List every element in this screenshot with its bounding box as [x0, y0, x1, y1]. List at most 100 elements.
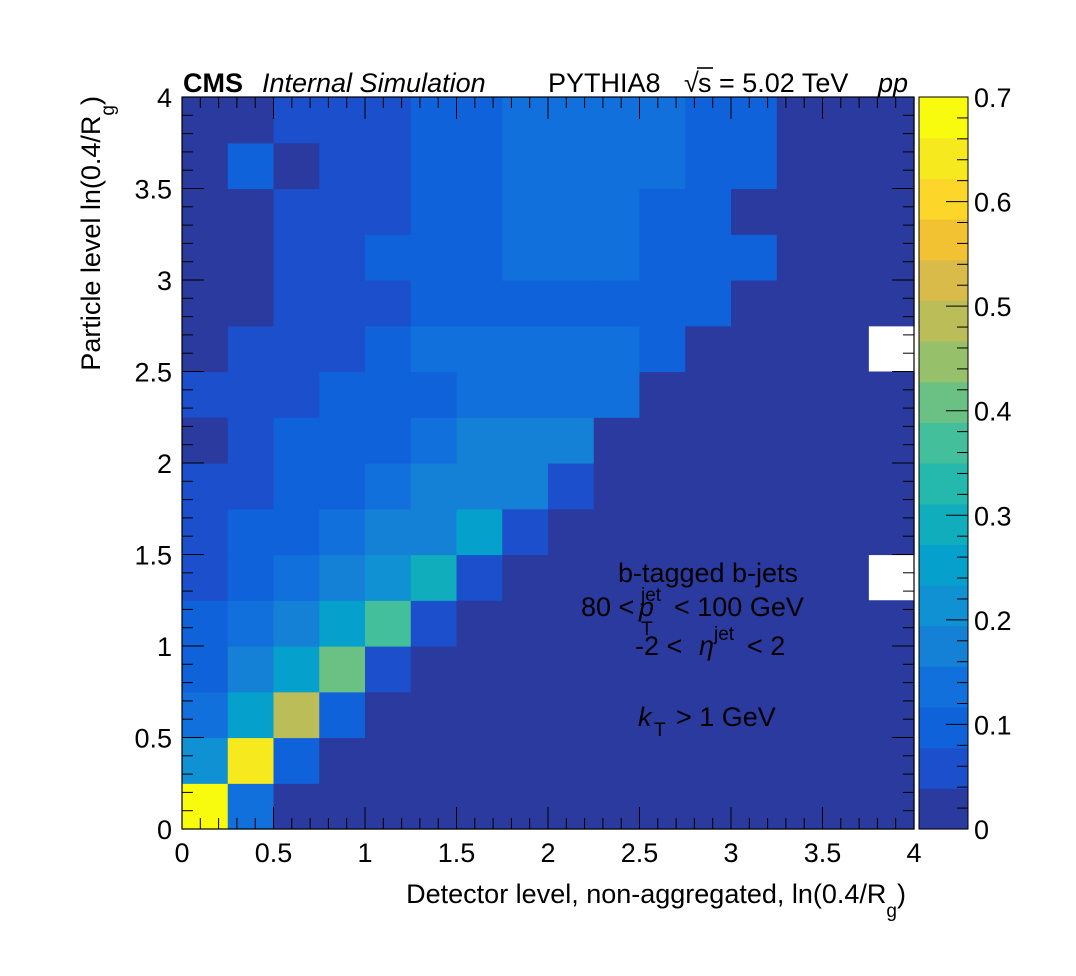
- heatmap-cell: [639, 554, 686, 601]
- colorbar: [918, 96, 969, 830]
- heatmap-cell: [365, 691, 412, 739]
- heatmap-cell: [502, 280, 549, 327]
- heatmap-cell: [593, 142, 641, 190]
- heatmap-cell: [776, 417, 824, 464]
- heatmap-cell: [319, 463, 366, 510]
- heatmap-cell: [227, 691, 275, 739]
- heatmap-cell: [685, 646, 732, 693]
- y-tick-label: 2: [157, 449, 172, 479]
- heatmap-cell: [365, 280, 412, 327]
- heatmap-cell: [365, 646, 412, 693]
- heatmap-cell: [182, 417, 229, 464]
- heatmap-cell: [822, 188, 869, 235]
- heatmap-cell: [182, 325, 229, 373]
- heatmap-cell: [365, 600, 412, 647]
- heatmap-cell: [456, 417, 503, 464]
- heatmap-cell: [319, 280, 366, 327]
- heatmap-cell: [548, 783, 595, 830]
- sqrt-s-var: s: [698, 68, 712, 98]
- heatmap-cell: [685, 508, 732, 556]
- z-tick-label: 0.5: [974, 292, 1012, 322]
- heatmap-cell: [822, 691, 869, 739]
- heatmap-cell: [227, 463, 275, 510]
- colorbar-band: [919, 178, 968, 220]
- heatmap-cell: [593, 737, 641, 784]
- heatmap-cell: [410, 280, 458, 327]
- x-axis-title-sub: g: [886, 901, 897, 922]
- eta-cut-left: -2 <: [635, 631, 682, 661]
- heatmap-cell: [731, 508, 778, 556]
- heatmap-cell: [502, 325, 549, 373]
- heatmap-cell: [273, 280, 320, 327]
- heatmap-cell: [776, 280, 824, 327]
- energy-label: = 5.02 TeV: [719, 68, 848, 98]
- heatmap-cell: [227, 508, 275, 556]
- heatmap-cell: [410, 600, 458, 647]
- heatmap-cell: [548, 463, 595, 510]
- heatmap-cell: [365, 325, 412, 373]
- heatmap-cell: [273, 463, 320, 510]
- svg-text:Detector level, non-aggregated: Detector level, non-aggregated, ln(0.4/R…: [406, 879, 906, 922]
- heatmap-cell: [502, 463, 549, 510]
- heatmap-cell: [273, 97, 320, 144]
- heatmap-cell: [227, 188, 275, 235]
- colorbar-band: [919, 381, 968, 423]
- heatmap-cell: [639, 97, 686, 144]
- x-axis-title-main: Detector level, non-aggregated, ln(0.4/R: [406, 879, 886, 909]
- heatmap-cell: [593, 463, 641, 510]
- heatmap-cell: [685, 783, 732, 830]
- heatmap-cell: [776, 234, 824, 281]
- heatmap-cell: [776, 97, 824, 144]
- colorbar-band: [919, 300, 968, 342]
- heatmap-cell: [410, 508, 458, 556]
- colorbar-band: [919, 625, 968, 667]
- heatmap-cell: [639, 234, 686, 281]
- heatmap-cell: [685, 325, 732, 373]
- heatmap-cell: [776, 646, 824, 693]
- heatmap-cell: [410, 188, 458, 235]
- sample-label: b-tagged b-jets: [618, 558, 798, 588]
- heatmap-cell: [822, 371, 869, 418]
- heatmap-cell: [685, 142, 732, 190]
- pt-cut-label: 80 < p jet T < 100 GeV: [581, 585, 804, 640]
- heatmap-cell: [776, 371, 824, 418]
- heatmap-cell: [273, 554, 320, 601]
- y-axis-title: Particle level ln(0.4/Rg): [76, 96, 119, 371]
- heatmap-cell: [685, 554, 732, 601]
- heatmap-cell: [273, 417, 320, 464]
- heatmap-cell: [502, 554, 549, 601]
- heatmap-cell: [868, 737, 915, 784]
- colorbar-band: [919, 544, 968, 586]
- heatmap-cell: [182, 691, 229, 739]
- colorbar-band: [919, 341, 968, 383]
- heatmap-cell: [822, 737, 869, 784]
- heatmap-cell: [502, 737, 549, 784]
- heatmap-cell: [410, 646, 458, 693]
- svg-text:Particle level ln(0.4/Rg): Particle level ln(0.4/Rg): [76, 96, 119, 371]
- heatmap-cell: [639, 783, 686, 830]
- heatmap-cell: [776, 600, 824, 647]
- heatmap-cell: [822, 280, 869, 327]
- heatmap-cell: [502, 691, 549, 739]
- heatmap-cell: [685, 600, 732, 647]
- eta-cut-label: -2 < η jet < 2: [635, 624, 785, 661]
- generator-label: PYTHIA8: [548, 68, 661, 98]
- heatmap-cell: [822, 646, 869, 693]
- heatmap-cell: [639, 325, 686, 373]
- heatmap-cell: [410, 325, 458, 373]
- heatmap-cell: [502, 417, 549, 464]
- kt-cut-label: k T > 1 GeV: [638, 702, 776, 741]
- heatmap-cell: [227, 417, 275, 464]
- heatmap-cell: [731, 325, 778, 373]
- x-tick-label: 3.5: [804, 838, 842, 868]
- x-tick-label: 1.5: [438, 838, 476, 868]
- heatmap-cell: [319, 371, 366, 418]
- colorbar-band: [919, 666, 968, 708]
- heatmap-cell: [685, 417, 732, 464]
- heatmap-cell: [731, 142, 778, 190]
- heatmap-cell: [182, 646, 229, 693]
- heatmap-cell: [182, 97, 229, 144]
- system-label: pp: [877, 68, 908, 98]
- heatmap-cell: [319, 508, 366, 556]
- heatmap-cell: [319, 783, 366, 830]
